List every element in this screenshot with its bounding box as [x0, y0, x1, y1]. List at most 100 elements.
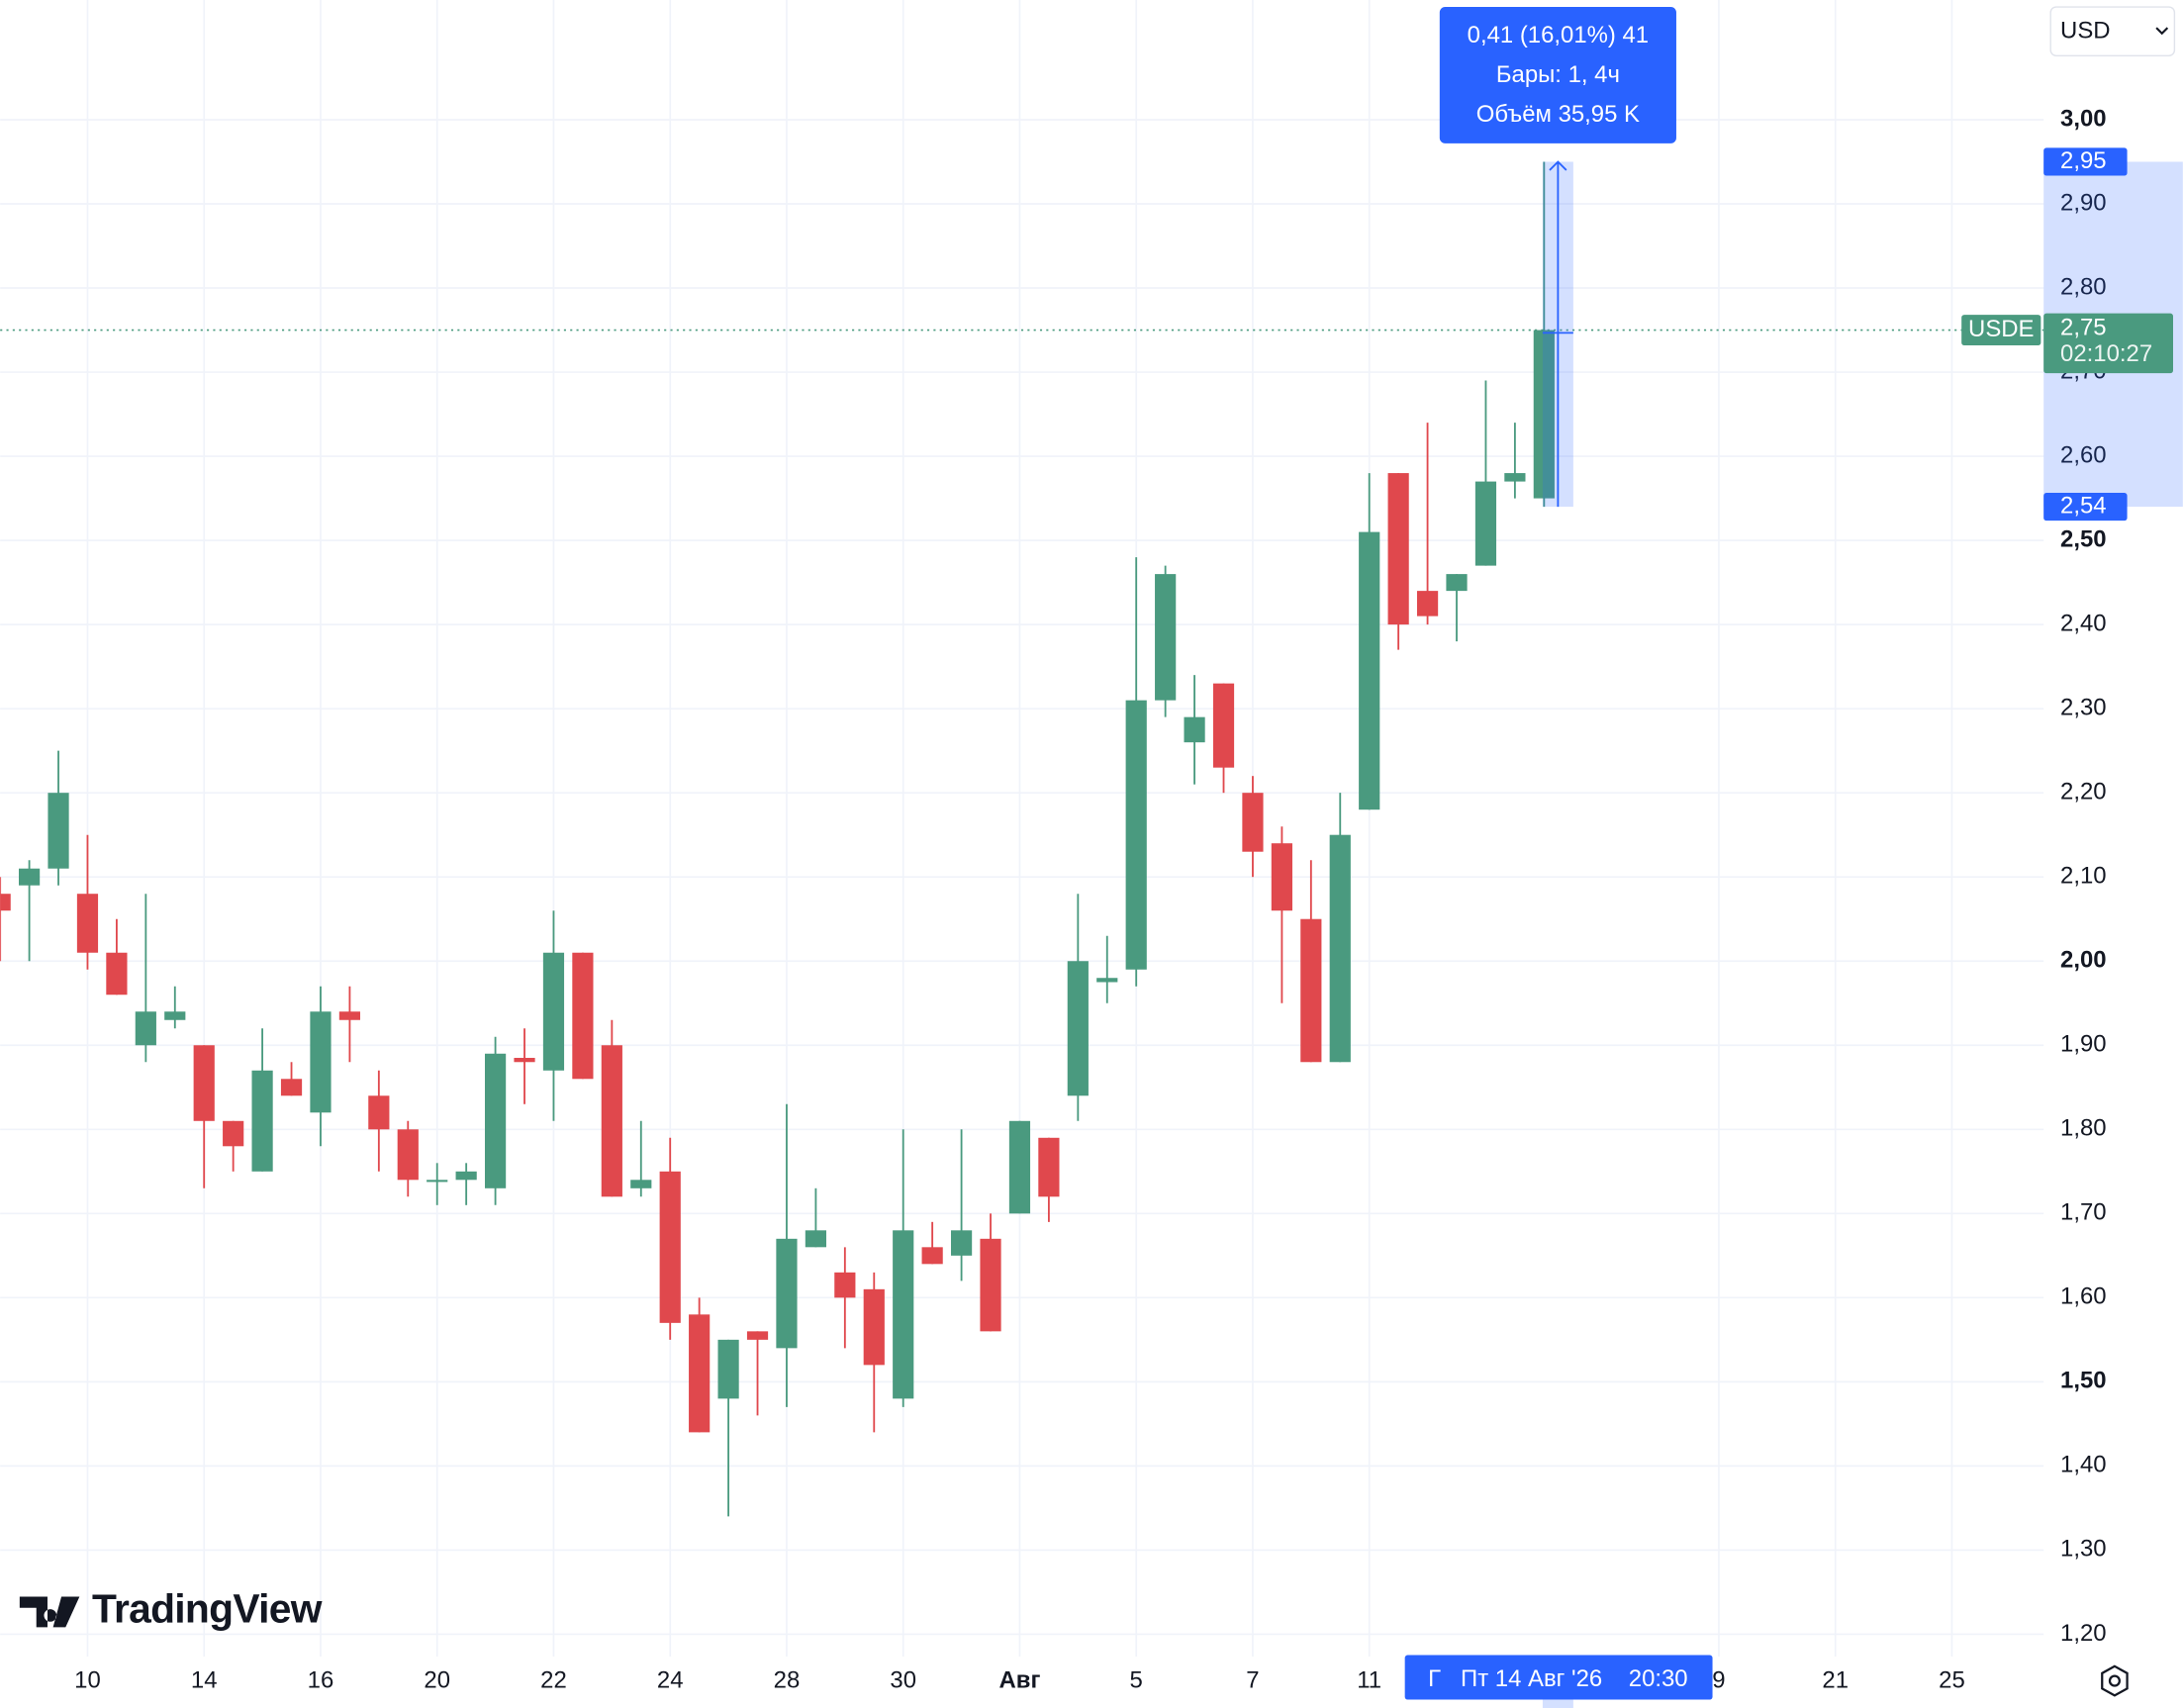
plot [0, 161, 1555, 1517]
candle-body [484, 1053, 507, 1188]
candle-body [397, 1129, 419, 1181]
candle-body [427, 1180, 448, 1183]
candle-body [19, 868, 41, 886]
crosshair-time-box [1404, 1655, 1713, 1700]
candle-body [1184, 716, 1205, 743]
x-tick-label: 7 [1246, 1667, 1259, 1694]
tooltip-line: Объём 35,95 K [1476, 101, 1640, 128]
y-tick-label: 1,40 [2060, 1452, 2107, 1478]
x-tick-label: 22 [540, 1667, 567, 1694]
y-tick-label: 3,00 [2060, 105, 2107, 132]
price-label-box [2043, 493, 2128, 522]
candle-body [980, 1238, 1001, 1332]
x-tick-label: 16 [308, 1667, 334, 1694]
candle-body [1504, 473, 1526, 482]
tooltip-box [1439, 7, 1676, 143]
logo-text: TradingView [92, 1586, 323, 1632]
candle-body [1271, 843, 1292, 911]
candle-body [1212, 683, 1235, 768]
candle-body [689, 1314, 711, 1433]
overlay: 0,41 (16,01%) 41 Бары: 1, 4ч Объём 35,95 K… [0, 7, 2183, 1708]
settings-icon-center [2108, 1674, 2121, 1687]
candle-body [1125, 700, 1147, 970]
candle-body [717, 1339, 739, 1399]
countdown-label: 02:10:27 [2060, 340, 2152, 367]
x-tick-label: 24 [657, 1667, 684, 1694]
x-tick-label: 25 [1939, 1667, 1965, 1694]
candle-body [368, 1095, 390, 1130]
x-tick-label: 10 [74, 1667, 101, 1694]
currency-box[interactable] [2049, 6, 2176, 56]
dropdown-arrow [2155, 27, 2169, 36]
y-tick-label: 1,30 [2060, 1536, 2107, 1563]
symbol-label: USDE [1968, 316, 2034, 342]
candle-body [630, 1180, 652, 1188]
x-tick-label: Авг [998, 1667, 1040, 1694]
y-tick-label: 1,60 [2060, 1283, 2107, 1310]
candle-body [310, 1011, 332, 1113]
y-tick-label: 2,90 [2060, 189, 2107, 216]
tooltip-line: 0,41 (16,01%) 41 [1468, 22, 1649, 48]
x-tick-label: 9 [1712, 1667, 1725, 1694]
symbol-label-box [1961, 315, 2041, 346]
candle-body [834, 1272, 856, 1298]
candle-body [455, 1171, 477, 1181]
measure-time-band [1542, 1699, 1573, 1708]
y-tick-label: 2,80 [2060, 273, 2107, 300]
candle-body [164, 1011, 186, 1020]
candle-body [106, 952, 128, 996]
candle-body [659, 1171, 681, 1323]
candle-body [572, 952, 594, 1080]
candle-body [135, 1011, 156, 1046]
candle-body [1242, 793, 1264, 852]
candle-body [950, 1230, 973, 1256]
currency-select[interactable]: USD [2049, 6, 2176, 56]
candle-body [338, 1011, 361, 1020]
candle-body [601, 1045, 622, 1197]
y-tick-label: 2,60 [2060, 441, 2107, 468]
candle-body [1096, 978, 1118, 983]
candle-body [776, 1238, 798, 1349]
x-tick-label: 5 [1130, 1667, 1143, 1694]
tooltip-line: Бары: 1, 4ч [1496, 61, 1620, 88]
candle-body [1474, 481, 1497, 566]
candle-body [893, 1230, 914, 1399]
y-tick-label: 1,20 [2060, 1620, 2107, 1647]
settings-icon[interactable] [2101, 1664, 2129, 1697]
candle-body [223, 1120, 244, 1147]
settings-button[interactable] [2101, 1664, 2129, 1697]
y-tick-label: 2,20 [2060, 778, 2107, 805]
x-tick-label: 28 [774, 1667, 801, 1694]
y-tick-label: 1,50 [2060, 1368, 2107, 1394]
logo-icon [19, 1596, 80, 1628]
logo: TradingView [19, 1586, 323, 1632]
candle-body [1038, 1137, 1060, 1197]
candle-body [542, 952, 565, 1071]
candle-body [1387, 473, 1409, 625]
candle-body [1359, 531, 1380, 810]
y-tick-label: 1,90 [2060, 1031, 2107, 1058]
y-tick-label: 1,70 [2060, 1199, 2107, 1226]
candle-body [1533, 330, 1555, 499]
currency-label[interactable]: USD [2060, 18, 2110, 45]
x-tick-label: 21 [1822, 1667, 1849, 1694]
price-label: 2,54 [2060, 492, 2107, 519]
y-tick-label: 2,50 [2060, 525, 2107, 552]
candle-body [1155, 574, 1177, 701]
x-tick-label: 14 [191, 1667, 218, 1694]
y-tick-label: 1,80 [2060, 1115, 2107, 1142]
measure-arrow-head [1549, 160, 1567, 171]
y-tick-label: 2,10 [2060, 863, 2107, 890]
candle-body [251, 1070, 273, 1172]
price-label: 2,95 [2060, 147, 2107, 174]
last-price-label: 2,75 [2060, 314, 2107, 340]
crosshair-time-label: Г Пт 14 Авг '26 20:30 [1428, 1665, 1687, 1692]
candle-body [1446, 574, 1468, 592]
candle-body [1329, 834, 1351, 1063]
last-price-box [2043, 313, 2173, 374]
candle-body [921, 1247, 943, 1265]
x-tick-label: 20 [424, 1667, 450, 1694]
